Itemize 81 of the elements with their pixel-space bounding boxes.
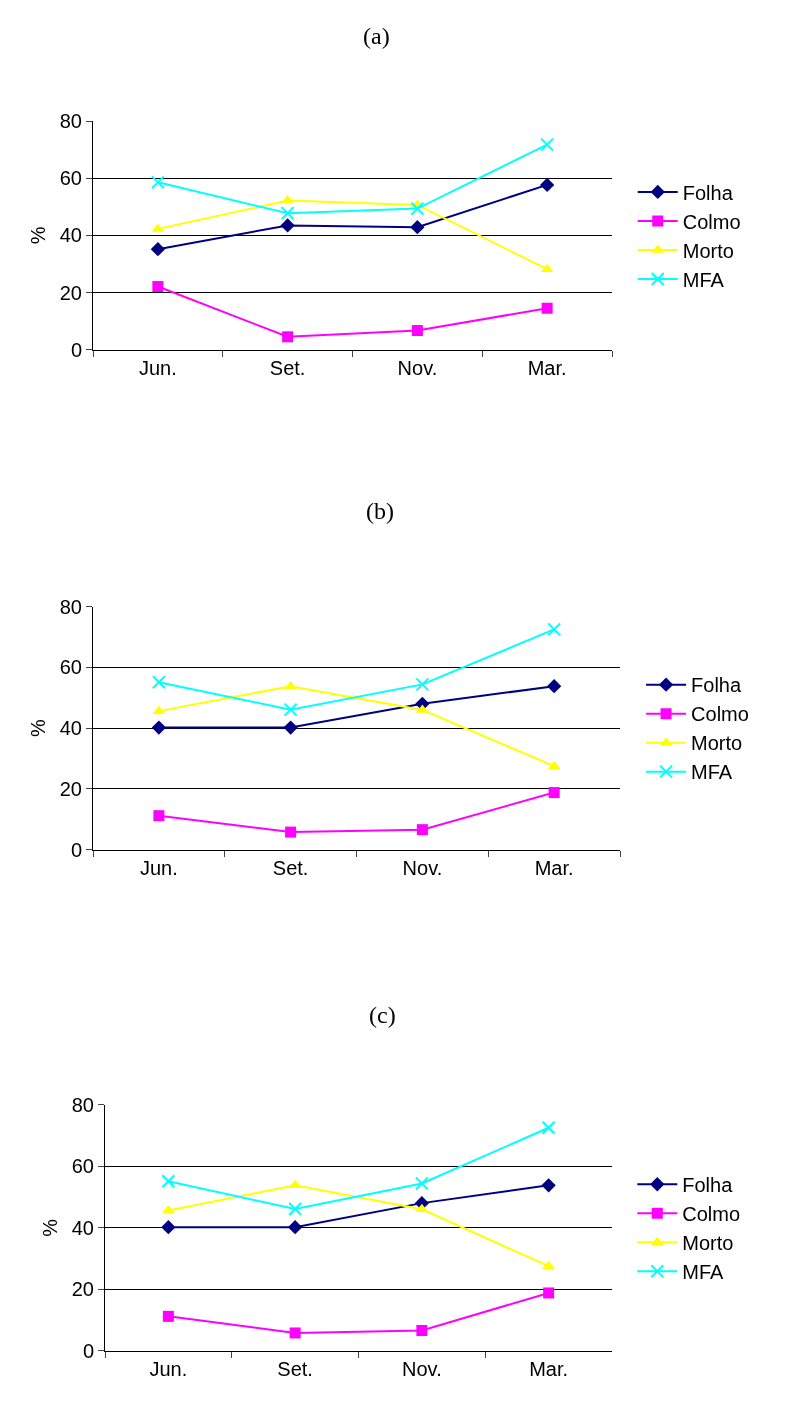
point — [543, 1287, 555, 1299]
point — [415, 677, 430, 692]
point — [283, 702, 298, 717]
point — [282, 331, 294, 343]
legend-label: Morto — [682, 239, 734, 262]
y-tick-label: 60 — [71, 1155, 94, 1178]
point — [414, 1176, 429, 1191]
y-tick-label: 0 — [70, 338, 82, 361]
point — [162, 1310, 174, 1322]
point — [541, 1120, 556, 1135]
legend-label: Morto — [691, 732, 743, 755]
point — [411, 325, 423, 337]
y-axis-title: % — [27, 719, 50, 738]
point — [546, 679, 562, 694]
point — [540, 137, 555, 152]
legend-label: MFA — [682, 1261, 725, 1284]
point — [150, 175, 165, 190]
y-tick-label: 20 — [59, 281, 82, 304]
x-tick-label: Jun. — [149, 1357, 188, 1380]
point — [151, 675, 166, 690]
point — [288, 1201, 303, 1216]
legend-label: Folha — [682, 1174, 734, 1197]
y-tick-label: 40 — [59, 224, 82, 247]
x-tick-label: Nov. — [397, 356, 438, 379]
legend-label: MFA — [682, 268, 725, 291]
point — [161, 1174, 176, 1189]
x-tick-label: Set. — [272, 856, 309, 879]
point — [152, 281, 164, 293]
point — [280, 206, 295, 221]
y-tick-label: 60 — [59, 167, 82, 190]
point — [288, 1179, 302, 1189]
chart-title: (c) — [369, 1002, 396, 1028]
y-tick-label: 40 — [59, 717, 82, 740]
legend-label: Colmo — [682, 210, 741, 233]
point — [541, 1178, 556, 1193]
legend-label: Colmo — [682, 1203, 741, 1226]
point — [161, 1219, 176, 1235]
point — [416, 1324, 428, 1336]
y-tick-label: 60 — [59, 656, 82, 679]
x-tick-label: Mar. — [527, 356, 567, 379]
x-tick-label: Jun. — [139, 856, 178, 879]
y-tick-label: 20 — [59, 777, 82, 800]
y-tick-label: 0 — [82, 1339, 94, 1362]
legend-label: MFA — [691, 761, 733, 784]
y-tick-label: 20 — [71, 1278, 94, 1301]
point — [541, 302, 553, 314]
y-tick-label: 80 — [59, 110, 82, 133]
x-tick-label: Set. — [277, 1357, 313, 1380]
point — [410, 220, 425, 235]
point — [283, 720, 298, 735]
x-tick-label: Mar. — [529, 1357, 569, 1380]
legend-label: Morto — [682, 1232, 734, 1255]
point — [547, 622, 562, 637]
chart-title: (a) — [363, 23, 390, 49]
point — [287, 1219, 303, 1235]
point — [151, 720, 167, 735]
point — [416, 824, 428, 836]
point — [410, 201, 425, 216]
chart-title: (b) — [366, 498, 394, 524]
point — [289, 1327, 301, 1339]
x-tick-label: Set. — [269, 356, 306, 379]
point — [285, 826, 297, 838]
legend-label: Folha — [691, 674, 742, 697]
point — [150, 242, 166, 257]
y-tick-label: 0 — [70, 838, 82, 861]
y-tick-label: 80 — [71, 1093, 94, 1116]
y-tick-label: 40 — [71, 1216, 94, 1239]
point — [415, 1203, 429, 1213]
x-tick-label: Nov. — [402, 856, 443, 879]
legend-label: Folha — [682, 181, 734, 204]
legend-label: Colmo — [691, 703, 749, 726]
point — [548, 787, 560, 799]
x-tick-label: Jun. — [138, 356, 177, 379]
y-axis-title: % — [27, 226, 50, 245]
x-tick-label: Mar. — [534, 856, 574, 879]
y-axis-title: % — [39, 1218, 62, 1237]
point — [539, 177, 555, 193]
point — [153, 810, 165, 822]
y-tick-label: 80 — [59, 595, 82, 618]
x-tick-label: Nov. — [402, 1357, 442, 1380]
point — [280, 218, 295, 233]
